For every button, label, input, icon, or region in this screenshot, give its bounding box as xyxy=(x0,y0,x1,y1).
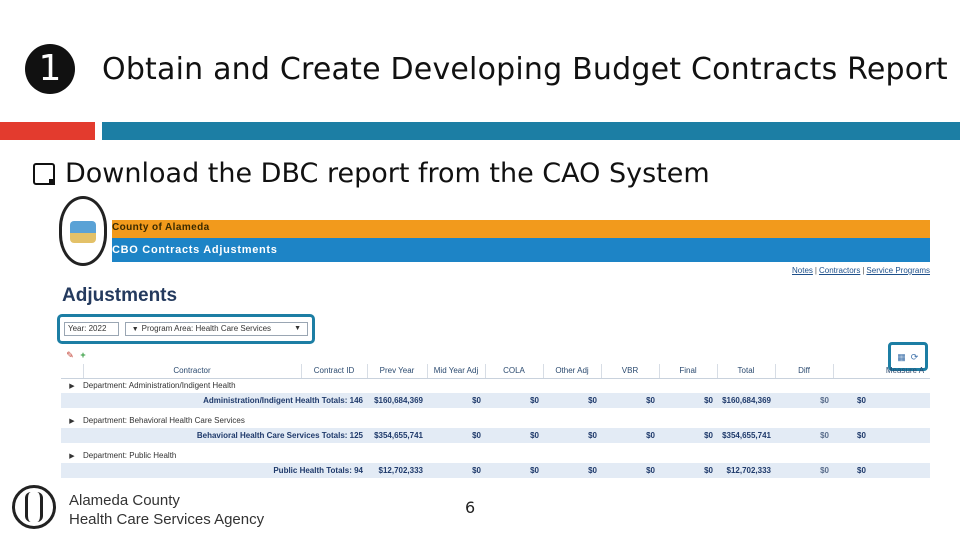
total-total: $12,702,333 xyxy=(717,463,775,478)
top-links: Notes | Contractors | Service Programs xyxy=(792,266,930,275)
col-contract-id[interactable]: Contract ID xyxy=(301,364,368,379)
total-other-adj: $0 xyxy=(543,428,601,443)
total-other-adj: $0 xyxy=(543,463,601,478)
total-vbr: $0 xyxy=(601,463,659,478)
department-name: Department: Public Health xyxy=(83,448,930,463)
grid-toolbar: ✎ + xyxy=(65,350,88,360)
filter-bar: Year: 2022 ▼ Program Area: Health Care Se… xyxy=(57,314,315,344)
col-contractor[interactable]: Contractor xyxy=(83,364,302,379)
step-number-badge: 1 xyxy=(25,44,75,94)
total-prev-year: $354,655,741 xyxy=(367,428,427,443)
department-total-row: Public Health Totals: 94 $12,702,333 $0 … xyxy=(61,463,930,478)
total-final: $0 xyxy=(659,428,717,443)
org-banner: County of Alameda xyxy=(112,220,930,238)
total-diff: $0 xyxy=(775,393,833,408)
col-expand xyxy=(61,364,84,379)
checkbox-bullet-icon xyxy=(33,162,55,185)
link-service-programs[interactable]: Service Programs xyxy=(866,266,930,275)
accent-bar-teal xyxy=(102,122,960,140)
total-mid-year-adj: $0 xyxy=(427,428,485,443)
link-notes[interactable]: Notes xyxy=(792,266,813,275)
total-diff: $0 xyxy=(775,463,833,478)
refresh-icon[interactable]: ⟳ xyxy=(910,351,919,362)
link-contractors[interactable]: Contractors xyxy=(818,266,861,275)
table-header-row: Contractor Contract ID Prev Year Mid Yea… xyxy=(61,364,930,379)
total-diff: $0 xyxy=(775,428,833,443)
department-total-row: Behavioral Health Care Services Totals: … xyxy=(61,428,930,443)
col-total[interactable]: Total xyxy=(717,364,776,379)
expand-icon[interactable]: ▶ xyxy=(61,413,83,428)
total-mid-year-adj: $0 xyxy=(427,393,485,408)
slide-title: Obtain and Create Developing Budget Cont… xyxy=(102,52,948,87)
col-final[interactable]: Final xyxy=(659,364,718,379)
edit-icon[interactable]: ✎ xyxy=(66,350,74,360)
app-title: CBO Contracts Adjustments xyxy=(112,244,278,256)
agency-line-2: Health Care Services Agency xyxy=(69,511,265,528)
add-icon[interactable]: + xyxy=(80,350,86,360)
app-banner: CBO Contracts Adjustments xyxy=(112,238,930,262)
agency-line-1: Alameda County xyxy=(69,492,180,509)
total-prev-year: $12,702,333 xyxy=(367,463,427,478)
total-measure-a: $0 xyxy=(833,393,930,408)
county-seal-icon xyxy=(59,196,107,266)
total-vbr: $0 xyxy=(601,393,659,408)
chevron-down-icon: ▼ xyxy=(294,325,301,332)
department-group-row[interactable]: ▶ Department: Public Health xyxy=(61,448,930,463)
total-total: $354,655,741 xyxy=(717,428,775,443)
total-label: Public Health Totals: 94 xyxy=(83,463,367,478)
department-name: Department: Administration/Indigent Heal… xyxy=(83,378,930,393)
export-excel-icon[interactable]: ▦ xyxy=(897,351,906,362)
total-cola: $0 xyxy=(485,463,543,478)
app-screenshot: County of Alameda CBO Contracts Adjustme… xyxy=(55,192,930,484)
total-final: $0 xyxy=(659,393,717,408)
total-cola: $0 xyxy=(485,393,543,408)
total-prev-year: $160,684,369 xyxy=(367,393,427,408)
total-total: $160,684,369 xyxy=(717,393,775,408)
expand-icon[interactable]: ▶ xyxy=(61,378,83,393)
col-diff[interactable]: Diff xyxy=(775,364,834,379)
col-other-adj[interactable]: Other Adj xyxy=(543,364,602,379)
expand-icon[interactable]: ▶ xyxy=(61,448,83,463)
department-total-row: Administration/Indigent Health Totals: 1… xyxy=(61,393,930,408)
agency-logo-icon xyxy=(11,484,61,530)
col-cola[interactable]: COLA xyxy=(485,364,544,379)
total-label: Behavioral Health Care Services Totals: … xyxy=(83,428,367,443)
org-name: County of Alameda xyxy=(112,222,210,233)
accent-bar-red xyxy=(0,122,95,140)
total-vbr: $0 xyxy=(601,428,659,443)
col-measure-a[interactable]: Measure A xyxy=(833,364,930,379)
total-other-adj: $0 xyxy=(543,393,601,408)
bullet-text: Download the DBC report from the CAO Sys… xyxy=(65,158,710,189)
year-select[interactable]: Year: 2022 xyxy=(64,322,119,336)
total-measure-a: $0 xyxy=(833,428,930,443)
col-prev-year[interactable]: Prev Year xyxy=(367,364,428,379)
total-cola: $0 xyxy=(485,428,543,443)
agency-name: Alameda County Health Care Services Agen… xyxy=(69,491,264,529)
department-name: Department: Behavioral Health Care Servi… xyxy=(83,413,930,428)
chevron-down-icon: ▼ xyxy=(131,326,139,333)
program-area-select[interactable]: ▼ Program Area: Health Care Services ▼ xyxy=(124,322,308,336)
col-mid-year-adj[interactable]: Mid Year Adj xyxy=(427,364,486,379)
col-vbr[interactable]: VBR xyxy=(601,364,660,379)
department-group-row[interactable]: ▶ Department: Behavioral Health Care Ser… xyxy=(61,413,930,428)
year-select-value: Year: 2022 xyxy=(68,324,107,333)
total-final: $0 xyxy=(659,463,717,478)
total-measure-a: $0 xyxy=(833,463,930,478)
bullet-item: Download the DBC report from the CAO Sys… xyxy=(33,158,710,189)
page-number: 6 xyxy=(465,498,476,517)
total-label: Administration/Indigent Health Totals: 1… xyxy=(83,393,367,408)
department-group-row[interactable]: ▶ Department: Administration/Indigent He… xyxy=(61,378,930,393)
total-mid-year-adj: $0 xyxy=(427,463,485,478)
program-area-value: Program Area: Health Care Services xyxy=(141,324,272,333)
adjustments-table: Contractor Contract ID Prev Year Mid Yea… xyxy=(61,364,930,478)
page-heading: Adjustments xyxy=(62,285,178,306)
